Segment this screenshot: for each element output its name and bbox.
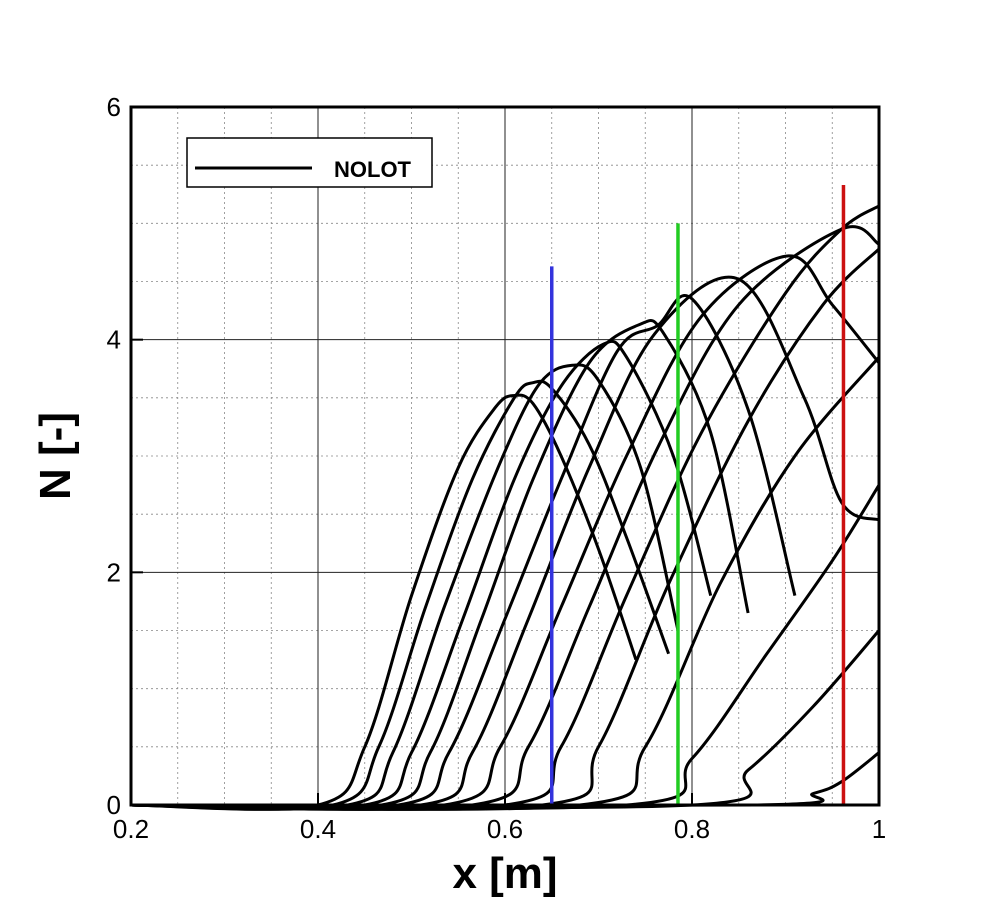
y-axis-title: N [-] — [31, 412, 80, 500]
x-axis-title: x [m] — [452, 849, 557, 898]
series-line-2 — [130, 379, 671, 811]
ticks-layer: 0.2 0.4 0.6 0.8 1 0 2 4 6 — [107, 92, 887, 844]
x-tick-label: 0.4 — [300, 814, 336, 844]
vertical-lines-layer — [550, 184, 846, 805]
y-tick-label: 4 — [107, 325, 121, 355]
series-line-6 — [130, 294, 797, 811]
series-line-1 — [130, 393, 638, 811]
series-line-3 — [130, 363, 680, 811]
legend-label-nolot: NOLOT — [334, 157, 412, 182]
x-tick-label: 0.8 — [674, 814, 710, 844]
x-tick-label: 1 — [872, 814, 886, 844]
x-tick-label: 0.2 — [113, 814, 149, 844]
y-tick-label: 6 — [107, 92, 121, 122]
x-tick-label: 0.6 — [487, 814, 523, 844]
legend-box — [186, 137, 433, 188]
series-line-5 — [130, 319, 750, 811]
y-tick-label: 2 — [107, 557, 121, 587]
legend: NOLOT — [186, 137, 433, 188]
y-tick-label: 0 — [107, 790, 121, 820]
series-line-4 — [130, 339, 713, 811]
